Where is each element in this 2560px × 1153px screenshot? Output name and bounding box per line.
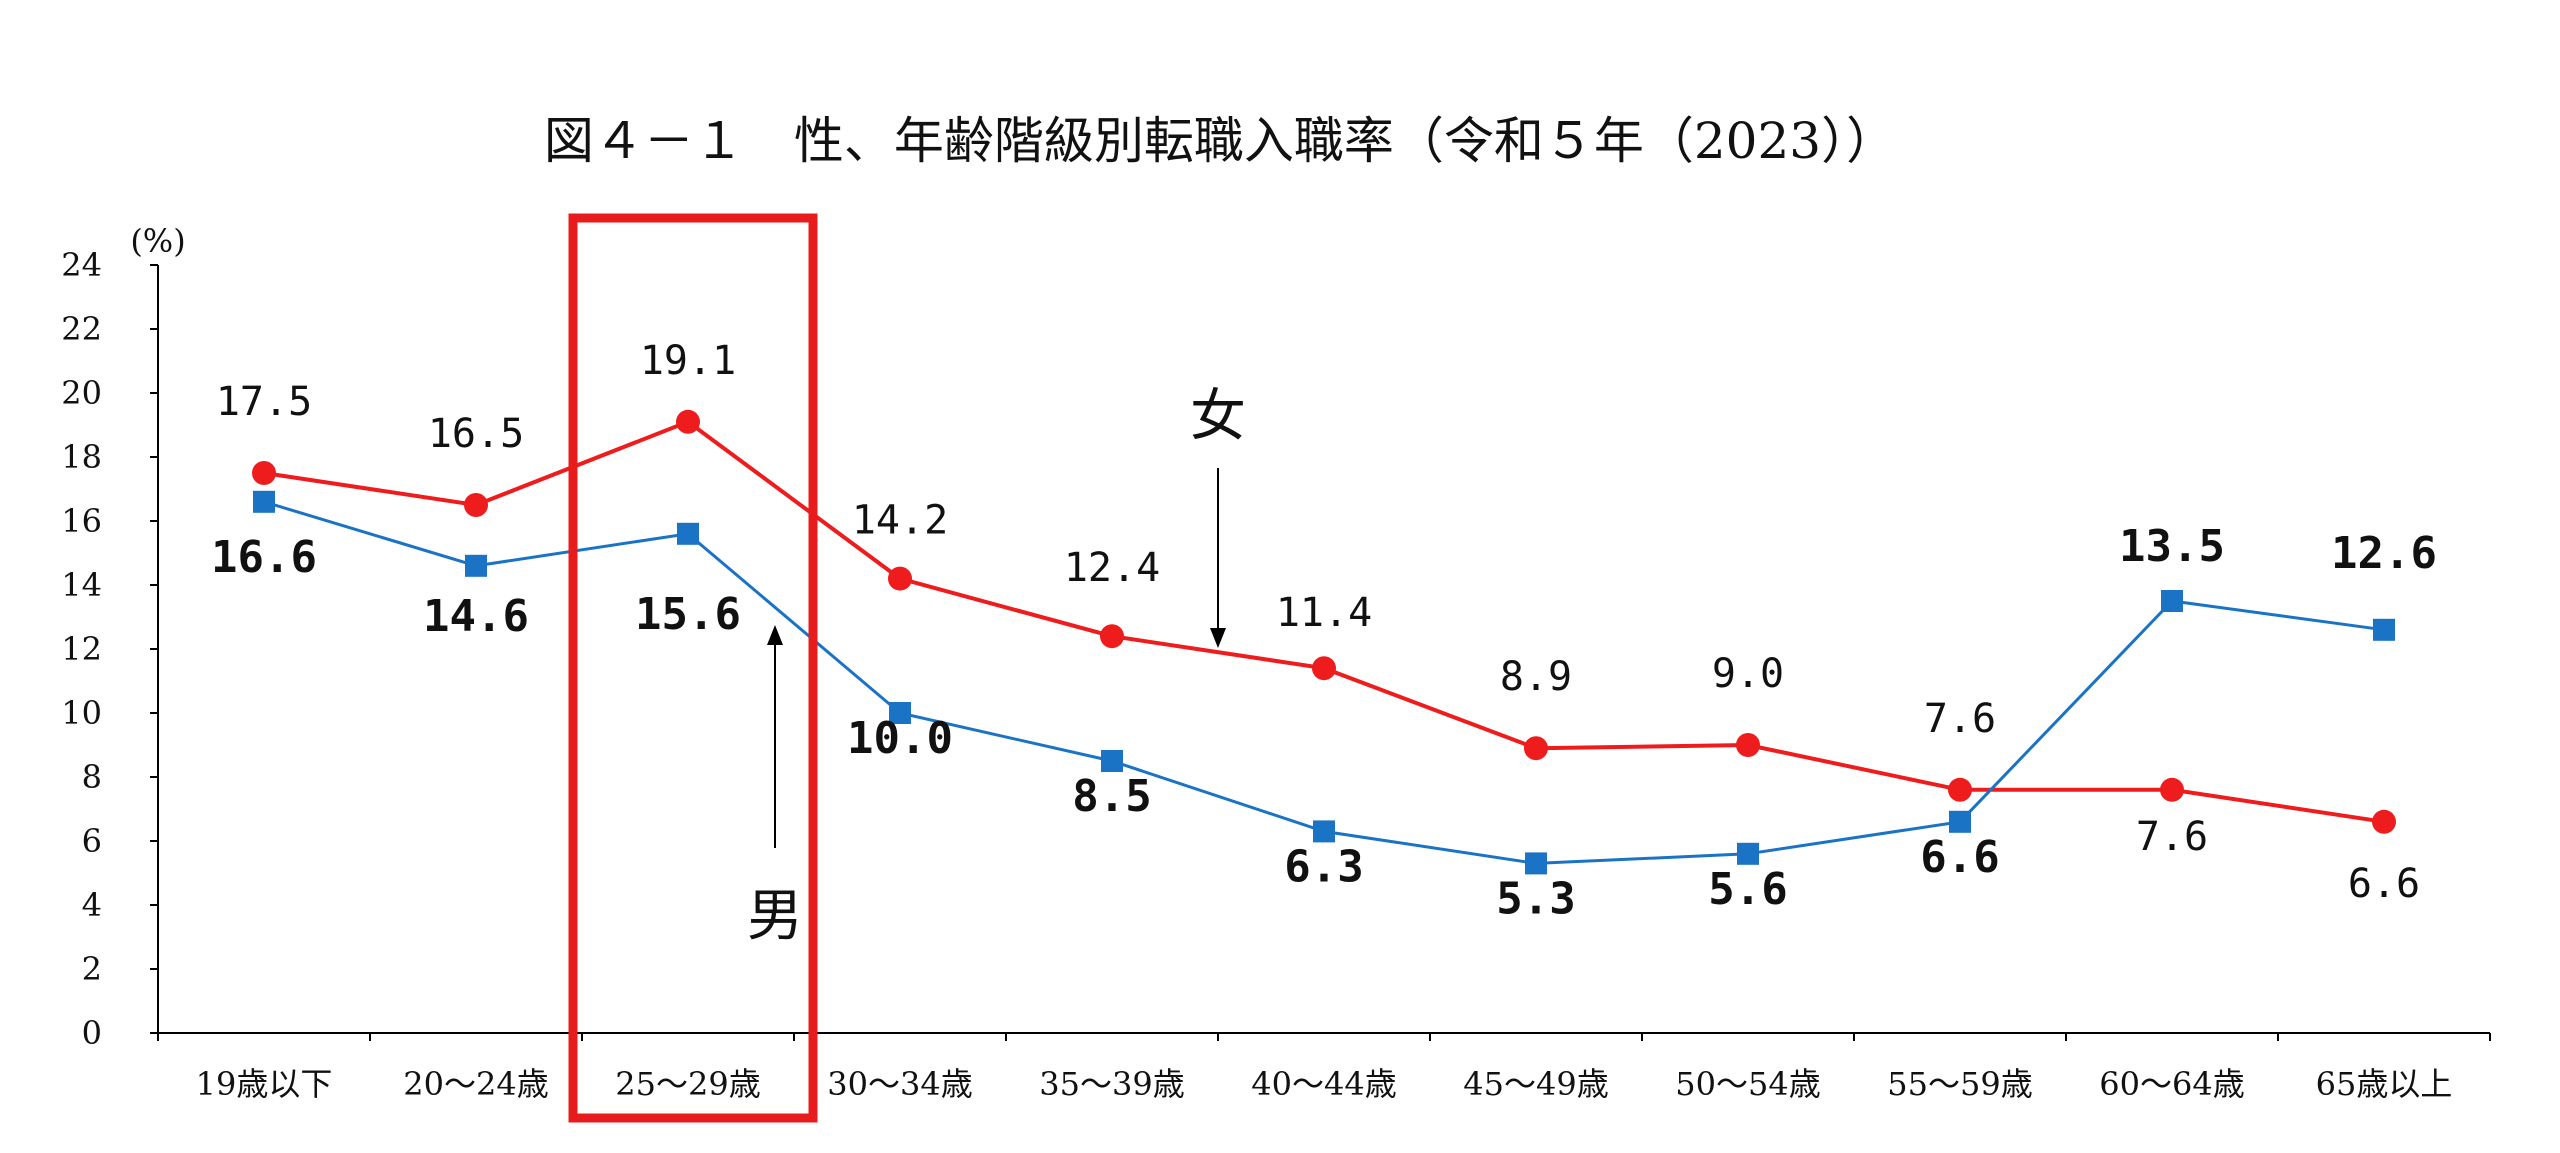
arrow-female-head bbox=[1210, 628, 1226, 648]
series-label-female: 女 bbox=[1190, 384, 1246, 449]
data-label-female: 19.1 bbox=[640, 338, 736, 384]
data-point-marker bbox=[889, 702, 911, 724]
annotations: 女男 bbox=[568, 213, 1246, 1123]
x-tick-label: 35～39歳 bbox=[1039, 1065, 1184, 1103]
data-point-marker bbox=[888, 566, 912, 591]
data-point-marker bbox=[2161, 590, 2183, 612]
data-label-female: 9.0 bbox=[1712, 651, 1784, 697]
data-label-male: 15.6 bbox=[635, 589, 741, 640]
data-point-marker bbox=[1100, 624, 1124, 649]
y-tick-label: 12 bbox=[61, 630, 102, 668]
y-tick-label: 0 bbox=[82, 1014, 102, 1052]
data-point-marker bbox=[676, 409, 700, 434]
data-label-male: 14.6 bbox=[423, 591, 529, 642]
arrow-male-head bbox=[767, 625, 783, 645]
data-label-male: 13.5 bbox=[2119, 521, 2225, 572]
series-label-male: 男 bbox=[747, 884, 803, 949]
data-label-female: 11.4 bbox=[1276, 590, 1372, 636]
y-tick-label: 4 bbox=[82, 886, 102, 924]
data-label-female: 7.6 bbox=[2136, 814, 2208, 860]
x-tick-label: 45～49歳 bbox=[1463, 1065, 1608, 1103]
data-label-female: 7.6 bbox=[1924, 696, 1996, 742]
data-point-marker bbox=[464, 493, 488, 517]
data-label-male: 6.6 bbox=[1920, 832, 1999, 883]
x-tick-label: 40～44歳 bbox=[1251, 1065, 1396, 1103]
data-point-marker bbox=[2372, 809, 2396, 834]
data-point-marker bbox=[465, 554, 487, 577]
y-tick-label: 24 bbox=[61, 246, 102, 284]
data-point-marker bbox=[253, 490, 275, 513]
y-tick-label: 10 bbox=[61, 694, 102, 732]
data-labels: 17.5 16.5 19.1 14.2 12.4 11.4 8.9 9.0 7.6 7.6 6.6 1… bbox=[211, 338, 2437, 925]
y-tick-label: 2 bbox=[82, 950, 102, 988]
data-point-marker bbox=[1101, 750, 1123, 772]
x-tick-label: 25～29歳 bbox=[615, 1065, 760, 1103]
y-axis-unit-label: (%) bbox=[130, 222, 185, 260]
data-label-female: 6.6 bbox=[2348, 861, 2420, 907]
data-label-female: 17.5 bbox=[216, 379, 312, 425]
data-label-male: 5.3 bbox=[1496, 873, 1575, 924]
y-tick-label: 8 bbox=[82, 758, 102, 796]
series-line bbox=[263, 500, 2385, 865]
data-label-male: 12.6 bbox=[2331, 528, 2437, 579]
x-tick-label: 50～54歳 bbox=[1675, 1065, 1820, 1103]
x-tick-label: 60～64歳 bbox=[2099, 1065, 2244, 1103]
series-lines bbox=[252, 409, 2396, 875]
data-point-marker bbox=[677, 522, 699, 545]
data-label-female: 14.2 bbox=[852, 498, 948, 544]
data-label-female: 8.9 bbox=[1500, 654, 1572, 700]
y-tick-label: 20 bbox=[61, 374, 102, 412]
y-tick-label: 6 bbox=[82, 822, 102, 860]
data-point-marker bbox=[1524, 736, 1548, 761]
data-point-marker bbox=[1949, 810, 1971, 833]
y-tick-label: 14 bbox=[61, 566, 102, 604]
data-point-marker bbox=[2160, 777, 2184, 802]
x-tick-label: 20～24歳 bbox=[403, 1065, 548, 1103]
data-point-marker bbox=[1525, 852, 1547, 875]
data-point-marker bbox=[252, 461, 276, 485]
data-label-male: 8.5 bbox=[1072, 771, 1151, 822]
data-point-marker bbox=[1948, 777, 1972, 802]
data-point-marker bbox=[1736, 733, 1760, 757]
y-tick-label: 18 bbox=[61, 438, 102, 476]
chart-title: 図４－１ 性、年齢階級別転職入職率（令和５年（2023）） bbox=[544, 112, 1896, 170]
y-tick-label: 16 bbox=[61, 502, 102, 540]
data-point-marker bbox=[1737, 842, 1759, 865]
data-label-male: 16.6 bbox=[211, 532, 317, 583]
data-label-male: 6.3 bbox=[1284, 841, 1363, 892]
data-label-male: 10.0 bbox=[847, 713, 953, 764]
data-point-marker bbox=[2373, 618, 2395, 641]
data-label-female: 12.4 bbox=[1064, 545, 1160, 591]
x-tick-label: 30～34歳 bbox=[827, 1065, 972, 1103]
data-point-marker bbox=[1312, 656, 1336, 681]
x-tick-label: 55～59歳 bbox=[1887, 1065, 2032, 1103]
x-tick-label: 65歳以上 bbox=[2316, 1065, 2453, 1103]
highlight-box bbox=[568, 213, 818, 1123]
y-tick-label: 22 bbox=[61, 310, 102, 348]
x-tick-label: 19歳以下 bbox=[196, 1065, 333, 1103]
data-point-marker bbox=[1313, 820, 1335, 843]
data-label-male: 5.6 bbox=[1708, 864, 1787, 915]
data-label-female: 16.5 bbox=[428, 411, 524, 457]
